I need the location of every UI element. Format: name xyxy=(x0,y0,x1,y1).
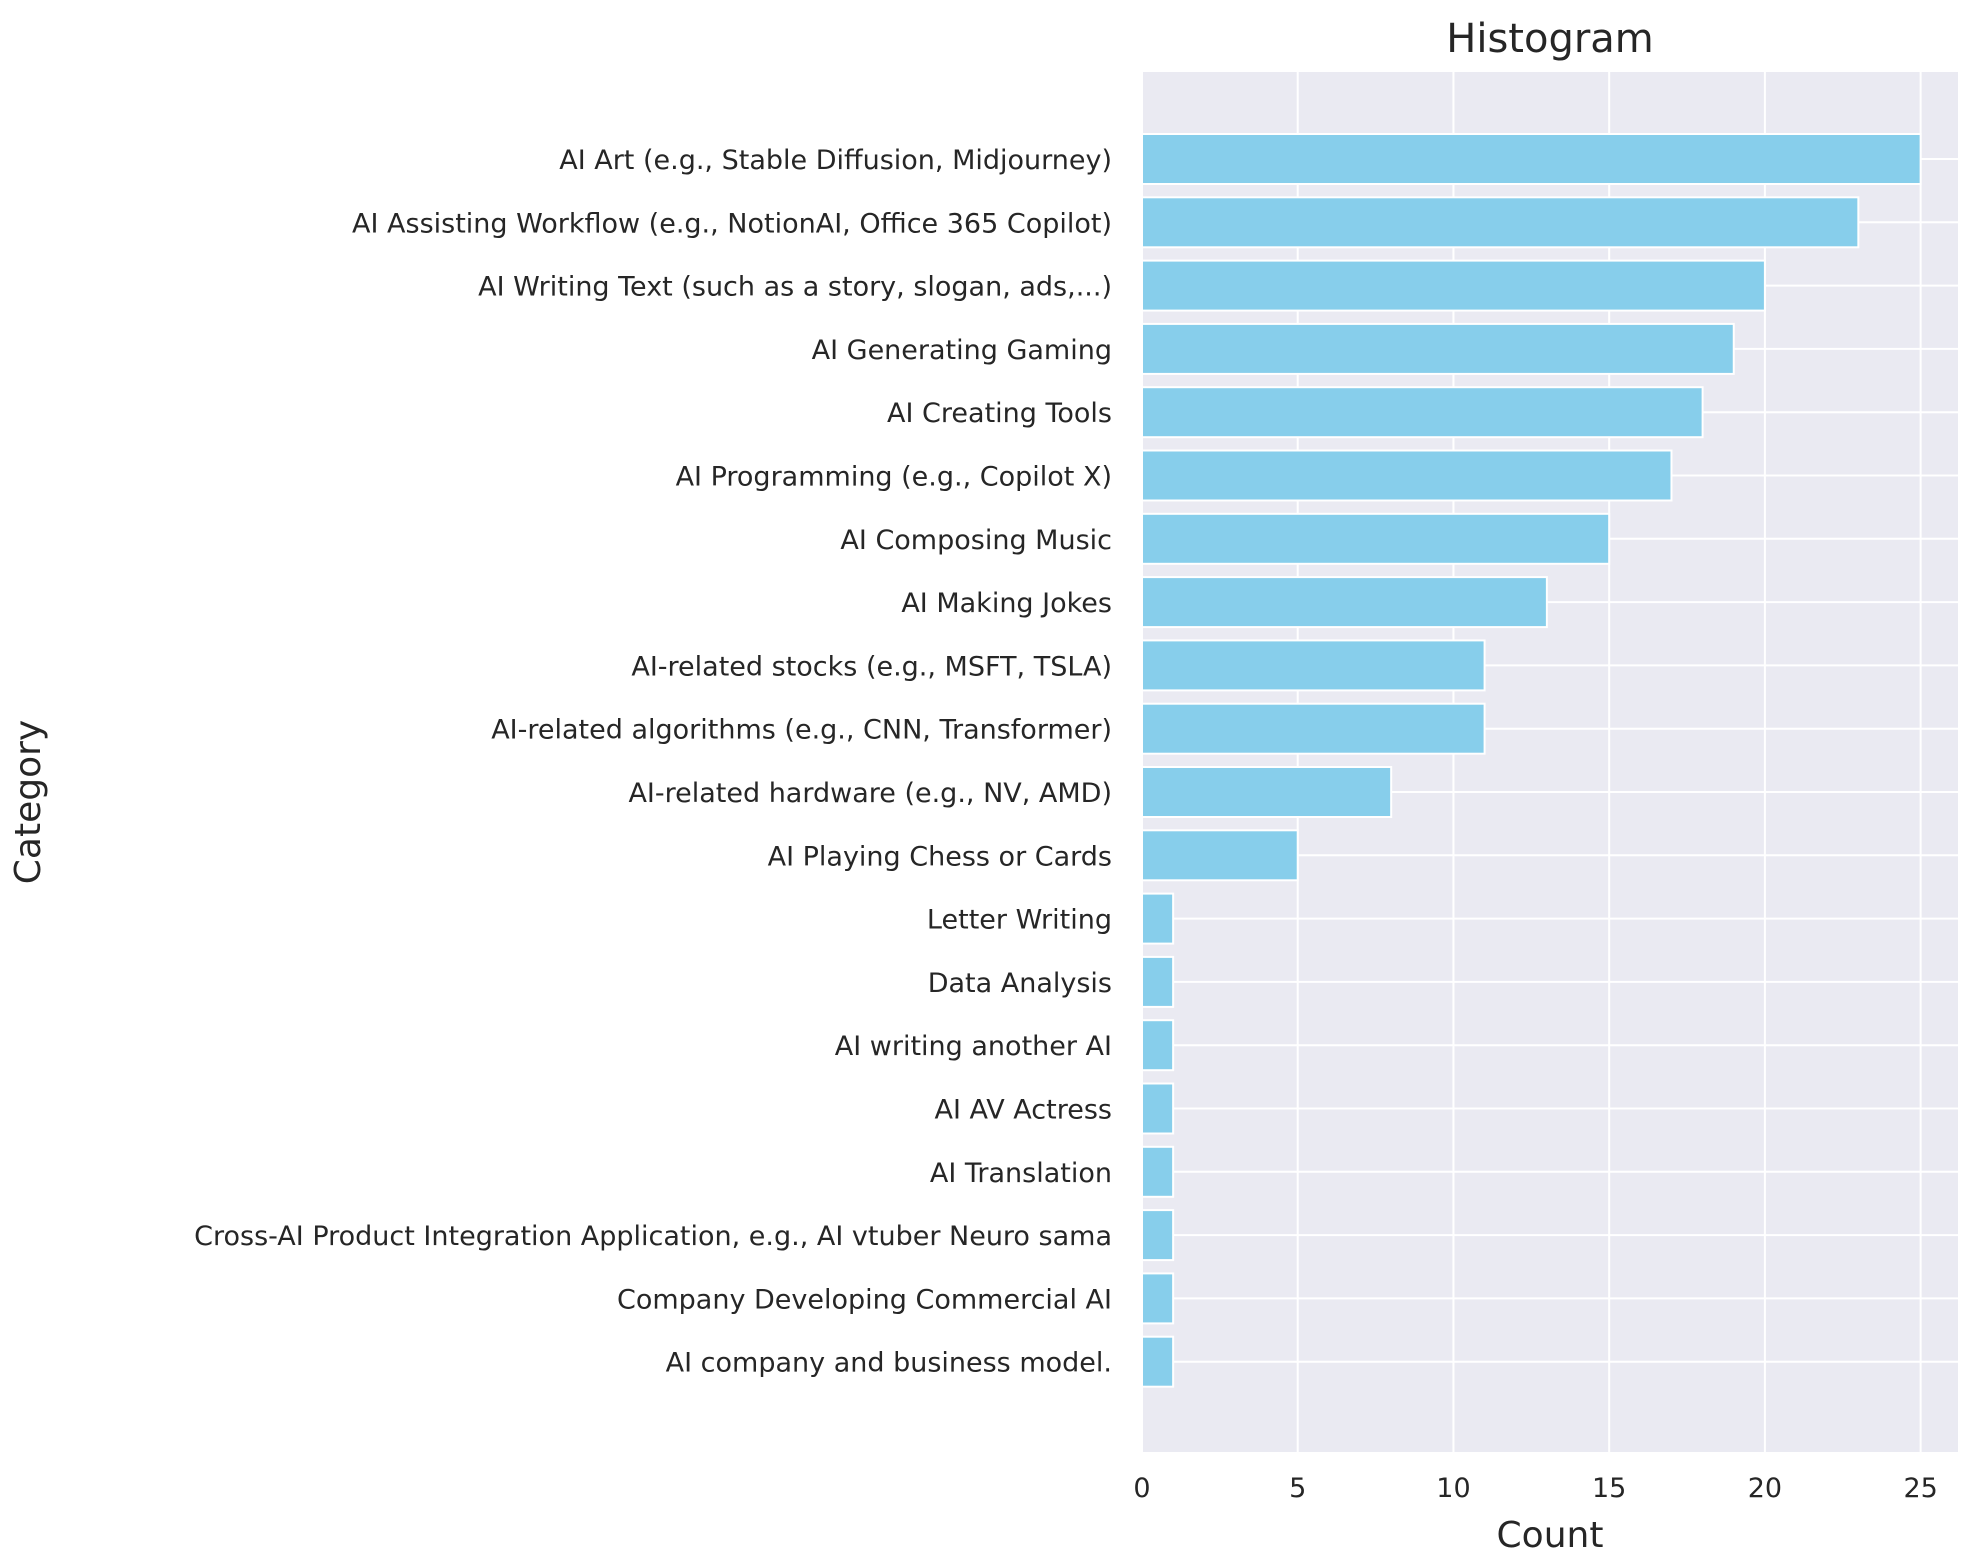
category-label: AI Composing Music xyxy=(840,525,1112,556)
bar xyxy=(1141,1209,1175,1262)
bar xyxy=(1141,829,1299,882)
category-labels: AI Art (e.g., Stable Diffusion, Midjourn… xyxy=(194,145,1112,1379)
category-label: Data Analysis xyxy=(928,968,1112,999)
bar xyxy=(1141,766,1393,818)
category-label: AI writing another AI xyxy=(835,1031,1112,1062)
bar xyxy=(1141,639,1486,692)
x-axis-title: Count xyxy=(1497,1515,1604,1556)
bar xyxy=(1141,1335,1175,1388)
x-tick-label: 25 xyxy=(1903,1473,1937,1504)
category-label: AI Art (e.g., Stable Diffusion, Midjourn… xyxy=(559,145,1112,176)
y-axis-title: Category xyxy=(8,720,49,884)
bar xyxy=(1141,702,1486,755)
bar xyxy=(1141,259,1766,312)
bar xyxy=(1141,955,1175,1008)
category-label: Company Developing Commercial AI xyxy=(617,1284,1112,1315)
category-label: AI Making Jokes xyxy=(901,588,1112,619)
bar xyxy=(1141,1082,1175,1135)
category-label: Letter Writing xyxy=(927,905,1112,936)
x-tick-label: 10 xyxy=(1436,1473,1470,1504)
category-label: Cross-AI Product Integration Application… xyxy=(194,1221,1112,1252)
bar xyxy=(1141,322,1735,375)
bar xyxy=(1141,576,1548,629)
category-label: AI Programming (e.g., Copilot X) xyxy=(676,462,1112,493)
category-label: AI Generating Gaming xyxy=(812,335,1112,366)
x-tick-label: 15 xyxy=(1592,1473,1626,1504)
bars xyxy=(1141,133,1922,1388)
category-label: AI Creating Tools xyxy=(887,398,1112,429)
category-label: AI Playing Chess or Cards xyxy=(768,841,1112,872)
category-label: AI Writing Text (such as a story, slogan… xyxy=(478,272,1112,303)
bar xyxy=(1141,449,1673,502)
bar xyxy=(1141,1145,1175,1198)
category-label: AI-related hardware (e.g., NV, AMD) xyxy=(628,778,1112,809)
category-label: AI Translation xyxy=(930,1158,1112,1189)
x-tick-labels: 0 5 10 15 20 25 xyxy=(1133,1473,1937,1504)
category-label: AI-related algorithms (e.g., CNN, Transf… xyxy=(491,715,1112,746)
x-tick-label: 5 xyxy=(1289,1473,1306,1504)
category-label: AI Assisting Workflow (e.g., NotionAI, O… xyxy=(352,208,1112,239)
bar xyxy=(1141,386,1704,439)
category-label: AI-related stocks (e.g., MSFT, TSLA) xyxy=(631,651,1112,682)
bar xyxy=(1141,512,1611,565)
category-label: AI AV Actress xyxy=(935,1095,1113,1126)
bar xyxy=(1141,196,1860,249)
bar xyxy=(1141,892,1175,945)
bar xyxy=(1141,1019,1175,1072)
category-label: AI company and business model. xyxy=(666,1348,1112,1379)
x-tick-label: 0 xyxy=(1133,1473,1150,1504)
chart-title: Histogram xyxy=(1446,16,1654,62)
x-tick-label: 20 xyxy=(1748,1473,1782,1504)
bar xyxy=(1141,133,1922,185)
bar xyxy=(1141,1272,1175,1325)
